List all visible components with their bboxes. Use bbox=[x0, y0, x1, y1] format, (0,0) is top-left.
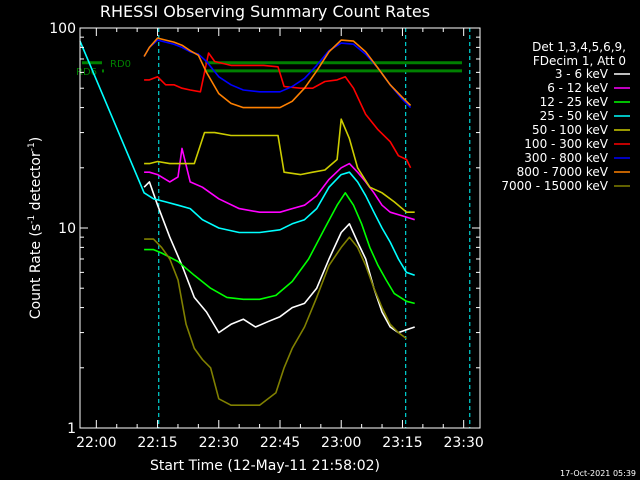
state-label-rd0: RD0 bbox=[110, 59, 131, 70]
legend-header-line1: Det 1,3,4,5,6,9, bbox=[532, 40, 626, 54]
y-tick-label: 1 bbox=[67, 421, 76, 437]
series-line-4 bbox=[144, 118, 415, 213]
x-tick-label: 23:15 bbox=[382, 435, 422, 451]
legend-label-2: 12 - 25 keV bbox=[540, 95, 609, 109]
legend-label-5: 100 - 300 keV bbox=[524, 137, 608, 151]
y-tick-label: 10 bbox=[58, 221, 76, 237]
axis-frame bbox=[79, 27, 481, 429]
series-line-8 bbox=[144, 236, 407, 407]
legend-header-line2: FDecim 1, Att 0 bbox=[533, 54, 626, 68]
series-line-7 bbox=[143, 37, 412, 109]
legend-label-4: 50 - 100 keV bbox=[532, 123, 609, 137]
legend-label-0: 3 - 6 keV bbox=[555, 67, 609, 81]
axes: 22:00 22:15 22:30 22:45 23:00 23:15 23:30 1 10 10… bbox=[49, 21, 484, 451]
legend-label-6: 300 - 800 keV bbox=[524, 151, 608, 165]
y-axis-label-mid: detector bbox=[28, 151, 44, 215]
legend-label-8: 7000 - 15000 keV bbox=[501, 179, 608, 193]
y-axis-label-sup1: -1 bbox=[27, 215, 37, 224]
chart-title: RHESSI Observing Summary Count Rates bbox=[100, 2, 430, 21]
legend-label-1: 6 - 12 keV bbox=[547, 81, 609, 95]
series-line-1 bbox=[144, 147, 415, 221]
x-tick-label: 22:30 bbox=[199, 435, 239, 451]
plot-area: RD0 RD6 bbox=[76, 28, 471, 428]
y-axis-label-sup2: -1 bbox=[27, 142, 37, 151]
x-tick-label: 22:15 bbox=[137, 435, 177, 451]
x-axis-label: Start Time (12-May-11 21:58:02) bbox=[150, 458, 380, 474]
series-line-3 bbox=[79, 40, 415, 277]
series-line-2 bbox=[144, 192, 415, 305]
state-label-rd6: RD6 bbox=[76, 67, 97, 78]
series-line-6 bbox=[143, 39, 412, 109]
y-axis-label-main: Count Rate (s bbox=[28, 224, 44, 319]
series-line-5 bbox=[144, 52, 412, 169]
legend: Det 1,3,4,5,6,9, FDecim 1, Att 0 3 - 6 k… bbox=[501, 40, 630, 193]
y-axis-label-end: ) bbox=[28, 137, 44, 142]
x-tick-label: 23:00 bbox=[321, 435, 361, 451]
legend-label-7: 800 - 7000 keV bbox=[517, 165, 609, 179]
legend-label-3: 25 - 50 keV bbox=[540, 109, 609, 123]
generation-timestamp: 17-Oct-2021 05:39 bbox=[560, 469, 636, 478]
series-line-0 bbox=[143, 181, 415, 334]
x-tick-label: 22:45 bbox=[260, 435, 300, 451]
x-tick-label: 23:30 bbox=[443, 435, 483, 451]
y-tick-label: 100 bbox=[49, 21, 76, 37]
x-tick-label: 22:00 bbox=[76, 435, 116, 451]
y-axis-label: Count Rate (s-1 detector-1) bbox=[27, 137, 44, 319]
